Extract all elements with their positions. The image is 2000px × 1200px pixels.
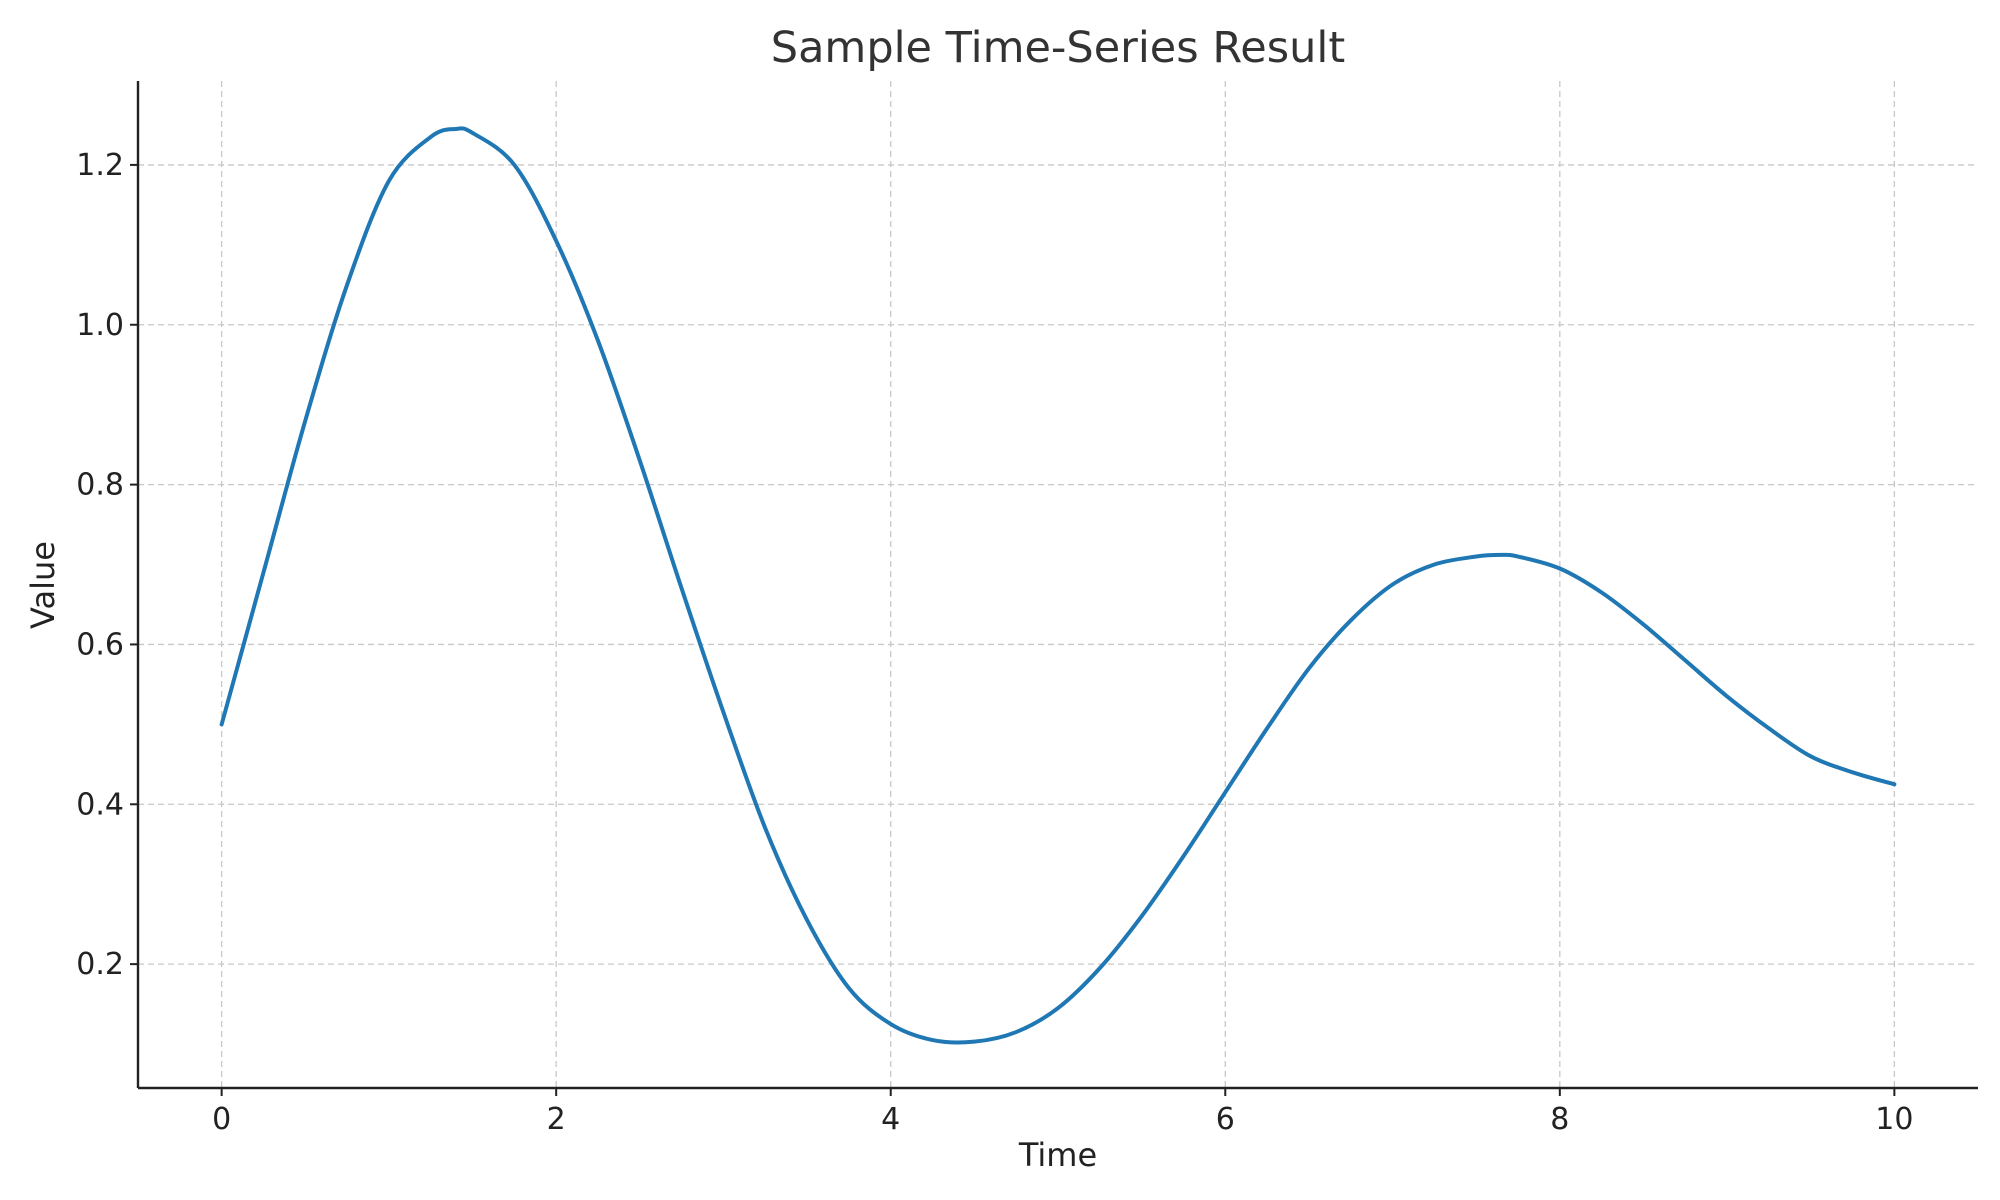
y-tick-label: 0.2 bbox=[76, 947, 124, 982]
series-line bbox=[219, 126, 1897, 1045]
y-axis-label: Value bbox=[24, 541, 62, 629]
x-tick-label: 8 bbox=[1550, 1102, 1569, 1137]
x-tick-label: 2 bbox=[547, 1102, 566, 1137]
series-layer bbox=[219, 126, 1897, 1045]
y-axis-ticks: 0.2 0.4 0.6 0.8 1.0 1.2 bbox=[76, 148, 138, 982]
x-tick-label: 4 bbox=[881, 1102, 900, 1137]
x-tick-label: 6 bbox=[1216, 1102, 1235, 1137]
y-tick-label: 1.0 bbox=[76, 308, 124, 343]
y-tick-label: 0.6 bbox=[76, 627, 124, 662]
y-tick-label: 1.2 bbox=[76, 148, 124, 183]
y-tick-label: 0.8 bbox=[76, 468, 124, 503]
grid bbox=[138, 81, 1978, 1088]
x-tick-label: 0 bbox=[212, 1102, 231, 1137]
y-tick-label: 0.4 bbox=[76, 787, 124, 822]
x-axis-ticks: 0 2 4 6 8 10 bbox=[212, 1088, 1913, 1137]
chart-title: Sample Time-Series Result bbox=[771, 23, 1345, 73]
x-tick-label: 10 bbox=[1875, 1102, 1913, 1137]
x-axis-label: Time bbox=[1018, 1136, 1097, 1174]
